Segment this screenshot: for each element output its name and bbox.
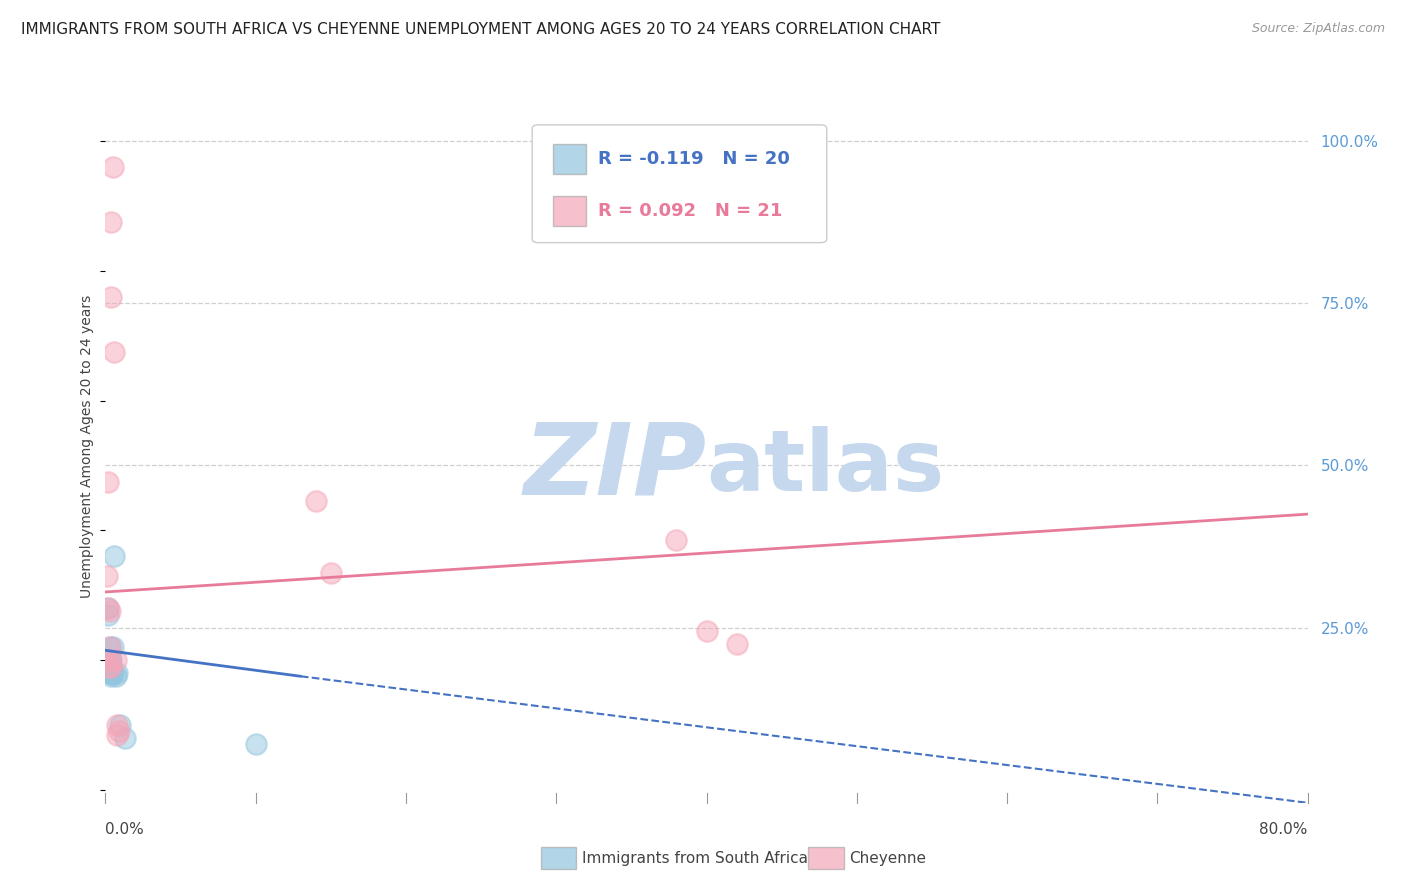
Point [103, 345, 125, 359]
Point [107, 728, 129, 742]
Text: IMMIGRANTS FROM SOUTH AFRICA VS CHEYENNE UNEMPLOYMENT AMONG AGES 20 TO 24 YEARS : IMMIGRANTS FROM SOUTH AFRICA VS CHEYENNE… [21, 22, 941, 37]
Point [319, 566, 342, 580]
Point [98, 640, 121, 654]
Point [98, 653, 121, 667]
Text: 0.0%: 0.0% [105, 822, 145, 838]
Point [100, 215, 122, 229]
Point [101, 640, 124, 654]
Point [100, 666, 122, 681]
Point [104, 669, 127, 683]
Point [98, 659, 121, 673]
Point [100, 669, 122, 683]
Point [98, 653, 121, 667]
Point [101, 666, 124, 681]
Text: R = -0.119   N = 20: R = -0.119 N = 20 [599, 151, 790, 169]
Point [245, 738, 267, 752]
Text: atlas: atlas [707, 425, 945, 509]
Point [97, 601, 120, 615]
Text: R = 0.092   N = 21: R = 0.092 N = 21 [599, 202, 783, 220]
Point [97, 475, 120, 489]
Point [98, 653, 121, 667]
Point [725, 637, 748, 651]
Point [96, 568, 118, 582]
Text: 80.0%: 80.0% [1260, 822, 1308, 838]
Point [103, 549, 125, 564]
Point [98, 640, 121, 654]
Point [107, 718, 129, 732]
Text: Cheyenne: Cheyenne [849, 851, 927, 865]
Point [104, 653, 127, 667]
Point [100, 653, 122, 667]
FancyBboxPatch shape [553, 145, 586, 175]
FancyBboxPatch shape [533, 125, 827, 243]
Point [97, 607, 120, 622]
Point [107, 666, 129, 681]
Y-axis label: Unemployment Among Ages 20 to 24 years: Unemployment Among Ages 20 to 24 years [80, 294, 94, 598]
Point [108, 724, 131, 739]
Point [110, 718, 132, 732]
Point [97, 601, 120, 615]
Point [98, 659, 121, 673]
Point [114, 731, 136, 745]
FancyBboxPatch shape [553, 196, 586, 227]
Point [696, 624, 718, 638]
Point [97, 666, 120, 681]
Point [100, 659, 122, 673]
Point [98, 604, 121, 618]
Text: Source: ZipAtlas.com: Source: ZipAtlas.com [1251, 22, 1385, 36]
Text: Immigrants from South Africa: Immigrants from South Africa [582, 851, 808, 865]
Point [101, 160, 124, 174]
Point [305, 494, 328, 508]
Point [98, 659, 121, 673]
Text: ZIP: ZIP [523, 419, 707, 516]
Point [100, 290, 122, 304]
Point [665, 533, 688, 547]
Point [96, 653, 118, 667]
